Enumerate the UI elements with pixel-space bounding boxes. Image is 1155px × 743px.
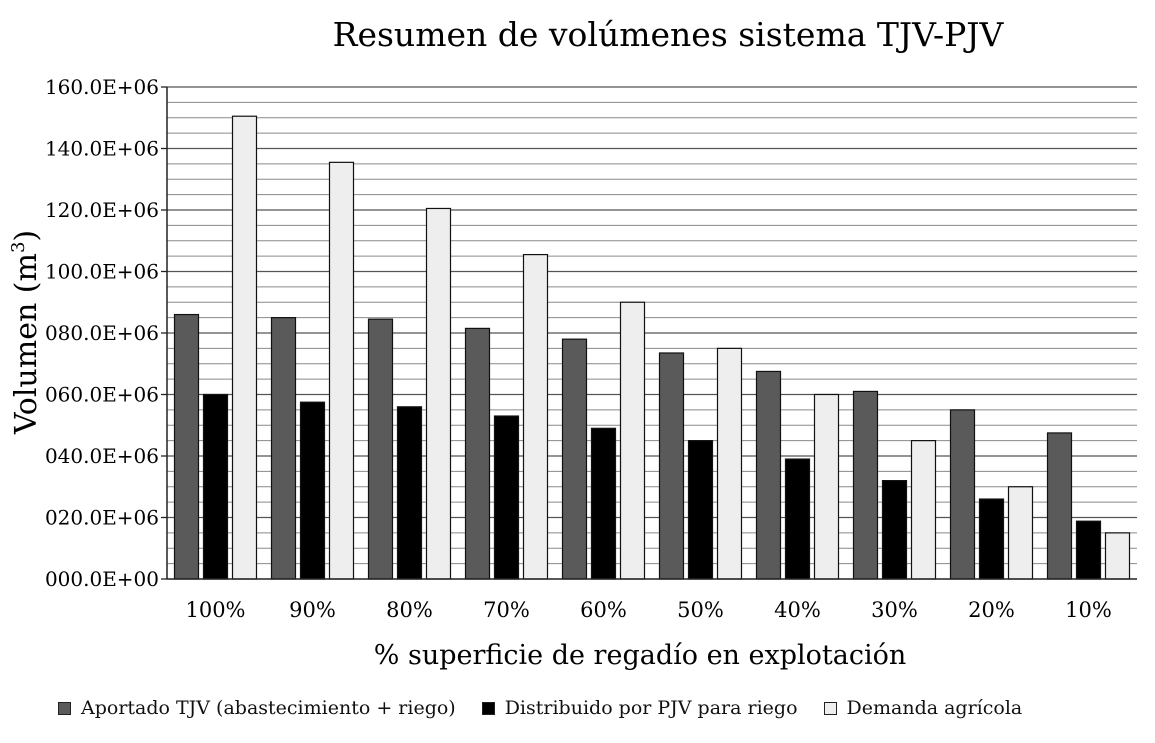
bar-demanda-4 <box>619 301 646 580</box>
y-axis-label: Volumen (m3) <box>8 230 44 435</box>
bar-demanda-2 <box>425 207 452 580</box>
bar-aportado-5 <box>658 352 685 580</box>
y-tick-label: 100.0E+06 <box>45 260 159 284</box>
bar-aportado-8 <box>949 409 976 580</box>
bar-distribuido-5 <box>687 440 714 580</box>
legend-label-demanda: Demanda agrícola <box>846 697 1023 719</box>
bar-aportado-4 <box>561 338 588 580</box>
y-tick-label: 080.0E+06 <box>45 321 159 345</box>
legend-swatch-aportado <box>58 701 71 715</box>
bar-aportado-6 <box>755 370 782 580</box>
bar-distribuido-4 <box>590 427 617 580</box>
y-tick-label: 140.0E+06 <box>45 137 159 161</box>
y-tick-label: 000.0E+00 <box>45 567 159 591</box>
y-tick-label: 040.0E+06 <box>45 444 159 468</box>
y-axis-label-text: Volumen (m <box>9 253 44 435</box>
bar-aportado-0 <box>173 313 200 580</box>
y-tick-labels: 000.0E+00 020.0E+06 040.0E+06 060.0E+06 080.… <box>45 75 159 591</box>
bar-demanda-0 <box>231 115 258 580</box>
bar-aportado-7 <box>852 390 879 580</box>
bar-aportado-1 <box>270 317 297 580</box>
bar-distribuido-2 <box>396 406 423 580</box>
legend-item-aportado: Aportado TJV (abastecimiento + riego) <box>58 697 456 719</box>
x-axis-label: % superficie de regadío en explotación <box>374 640 907 671</box>
bar-demanda-8 <box>1007 486 1034 580</box>
y-tick-label: 060.0E+06 <box>45 383 159 407</box>
axes <box>161 86 1137 580</box>
y-tick-label: 160.0E+06 <box>45 75 159 99</box>
y-axis-label-superscript: 3 <box>8 242 29 253</box>
bar-distribuido-7 <box>881 480 908 580</box>
x-tick-label: 60% <box>580 598 627 622</box>
x-tick-label: 90% <box>289 598 336 622</box>
x-tick-label: 20% <box>968 598 1015 622</box>
bar-distribuido-6 <box>784 458 811 580</box>
legend-swatch-demanda <box>823 701 837 715</box>
legend-swatch-distribuido <box>481 701 495 715</box>
bar-demanda-5 <box>716 347 743 580</box>
bar-distribuido-8 <box>978 498 1005 580</box>
y-axis-label-close: ) <box>9 230 44 242</box>
x-tick-label: 50% <box>677 598 724 622</box>
bar-distribuido-9 <box>1075 520 1102 580</box>
bar-demanda-9 <box>1104 532 1131 580</box>
x-tick-label: 40% <box>774 598 821 622</box>
legend-label-distribuido: Distribuido por PJV para riego <box>504 697 798 719</box>
legend-label-aportado: Aportado TJV (abastecimiento + riego) <box>81 697 456 719</box>
legend-item-demanda: Demanda agrícola <box>823 697 1023 719</box>
bar-aportado-9 <box>1046 432 1073 580</box>
x-tick-label: 10% <box>1065 598 1112 622</box>
legend: Aportado TJV (abastecimiento + riego) Di… <box>58 694 1048 722</box>
bar-aportado-2 <box>367 318 394 580</box>
bar-demanda-3 <box>522 253 549 580</box>
bar-distribuido-3 <box>493 415 520 580</box>
chart-title: Resumen de volúmenes sistema TJV-PJV <box>333 15 1005 54</box>
bar-distribuido-1 <box>299 401 326 580</box>
bar-demanda-1 <box>328 161 355 580</box>
y-tick-label: 120.0E+06 <box>45 198 159 222</box>
bar-distribuido-0 <box>202 393 229 580</box>
bars <box>173 115 1131 580</box>
bar-demanda-6 <box>813 393 840 580</box>
y-tick-label: 020.0E+06 <box>45 506 159 530</box>
x-tick-labels: 100% 90% 80% 70% 60% 50% 40% 30% 20% 10% <box>185 598 1111 622</box>
bar-aportado-3 <box>464 327 491 580</box>
x-tick-label: 80% <box>386 598 433 622</box>
bar-demanda-7 <box>910 440 937 580</box>
x-tick-label: 100% <box>185 598 245 622</box>
legend-item-distribuido: Distribuido por PJV para riego <box>481 697 798 719</box>
gridlines <box>167 86 1137 565</box>
x-tick-label: 70% <box>483 598 530 622</box>
x-tick-label: 30% <box>871 598 918 622</box>
